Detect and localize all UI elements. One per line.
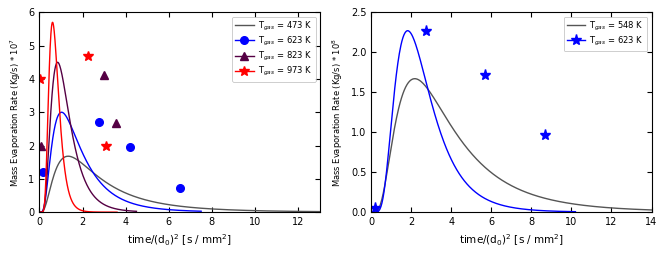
- Y-axis label: Mass Evaporation Rate (Kg/s) * 10$^{7}$: Mass Evaporation Rate (Kg/s) * 10$^{7}$: [9, 38, 23, 187]
- X-axis label: time/(d$_0$)$^2$ [s / mm$^2$]: time/(d$_0$)$^2$ [s / mm$^2$]: [459, 233, 564, 248]
- Legend: T$_{gas}$ = 473 K, T$_{gas}$ = 623 K, T$_{gas}$ = 823 K, T$_{gas}$ = 973 K: T$_{gas}$ = 473 K, T$_{gas}$ = 623 K, T$…: [232, 17, 316, 82]
- X-axis label: time/(d$_0$)$^2$ [s / mm$^2$]: time/(d$_0$)$^2$ [s / mm$^2$]: [127, 233, 232, 248]
- Y-axis label: Mass Evaporation Rate (Kg/s) * 10$^{8}$: Mass Evaporation Rate (Kg/s) * 10$^{8}$: [331, 38, 345, 187]
- Legend: T$_{gas}$ = 548 K, T$_{gas}$ = 623 K: T$_{gas}$ = 548 K, T$_{gas}$ = 623 K: [563, 17, 647, 51]
